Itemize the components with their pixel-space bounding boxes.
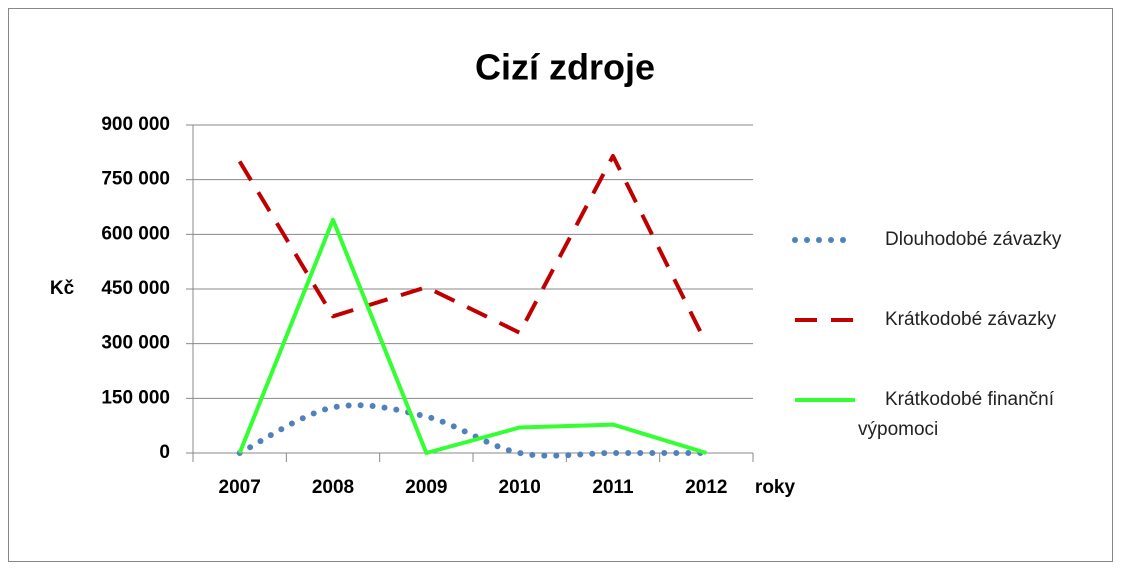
- series-line: [237, 217, 707, 455]
- legend-label: Dlouhodobé závazky: [885, 229, 1062, 250]
- y-tick-label: 450 000: [101, 278, 170, 299]
- y-tick-label: 900 000: [101, 114, 170, 135]
- y-tick-label: 750 000: [101, 169, 170, 190]
- chart-border: [8, 8, 1113, 562]
- y-tick-label: 300 000: [101, 333, 170, 354]
- x-tick-label: 2012: [685, 477, 727, 498]
- y-tick-label: 150 000: [101, 387, 170, 408]
- x-tick-label: 2010: [499, 477, 541, 498]
- x-tick-label: 2009: [405, 477, 447, 498]
- series-line: [237, 153, 709, 345]
- x-tick-label: 2011: [592, 477, 634, 498]
- x-tick-label: 2007: [219, 477, 261, 498]
- chart-title: Cizí zdroje: [475, 47, 655, 88]
- y-tick-label: 0: [159, 442, 170, 463]
- y-axis-label: Kč: [50, 278, 75, 299]
- y-tick-label: 600 000: [101, 223, 170, 244]
- x-tick-label: 2008: [312, 477, 354, 498]
- legend-label: Krátkodobé finanční výpomoci: [858, 389, 1055, 440]
- x-axis-label: roky: [755, 477, 796, 498]
- legend-label: Krátkodobé závazky: [885, 309, 1057, 330]
